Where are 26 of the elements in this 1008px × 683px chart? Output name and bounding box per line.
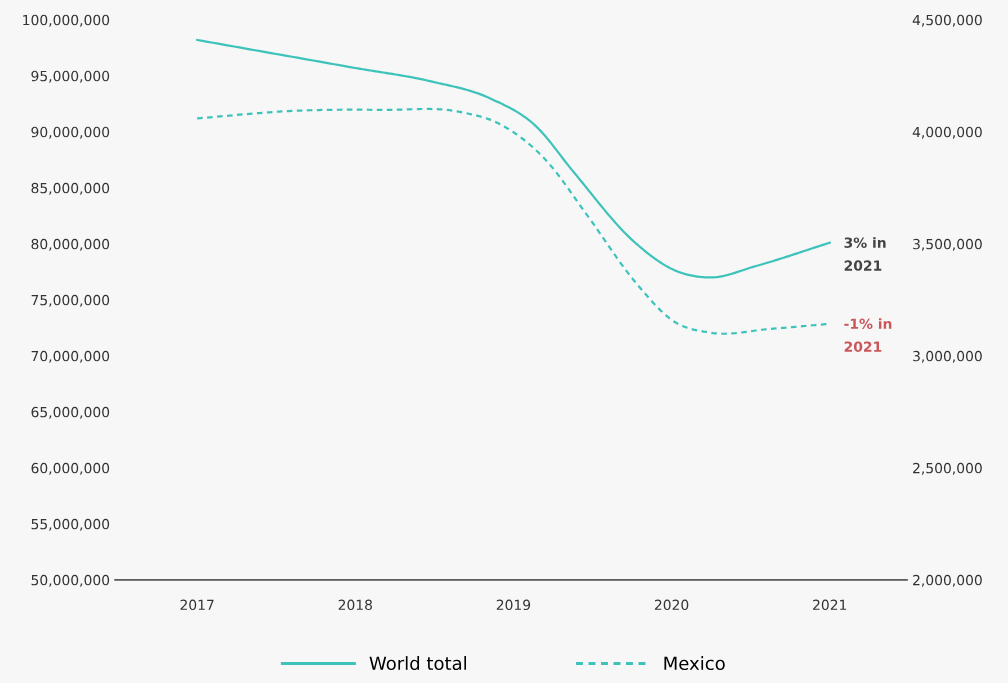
y2-tick-label: 3,500,000 [913,238,982,251]
y-tick-label: 60,000,000 [31,462,110,475]
y2-tick-label: 4,000,000 [912,126,982,139]
x-tick-label: 2020 [654,599,689,611]
annotation: -1% in 2021 [844,318,892,352]
y-tick-label: 55,000,000 [31,518,110,531]
y-tick-label: 100,000,000 [23,14,110,27]
x-tick-label: 2021 [813,599,847,611]
y-tick-label: 95,000,000 [31,70,110,83]
y-tick-label: 65,000,000 [31,406,110,419]
annotation: 3% in 2021 [844,237,886,271]
y-tick-label: 90,000,000 [31,126,110,139]
x-tick-label: 2019 [496,599,531,611]
y-tick-label: 70,000,000 [31,350,110,363]
y-tick-label: 75,000,000 [31,294,110,307]
y2-tick-label: 2,000,000 [913,574,982,587]
legend-label: Mexico [664,656,725,671]
y-tick-label: 85,000,000 [31,182,110,195]
y2-tick-label: 4,500,000 [912,14,982,27]
y2-tick-label: 2,500,000 [913,462,982,475]
y-tick-label: 80,000,000 [31,238,110,251]
x-tick-label: 2018 [338,599,373,611]
legend-label: World total [369,656,466,671]
x-tick-label: 2017 [180,599,214,611]
y-tick-label: 50,000,000 [31,574,110,587]
y2-tick-label: 3,000,000 [913,350,982,363]
